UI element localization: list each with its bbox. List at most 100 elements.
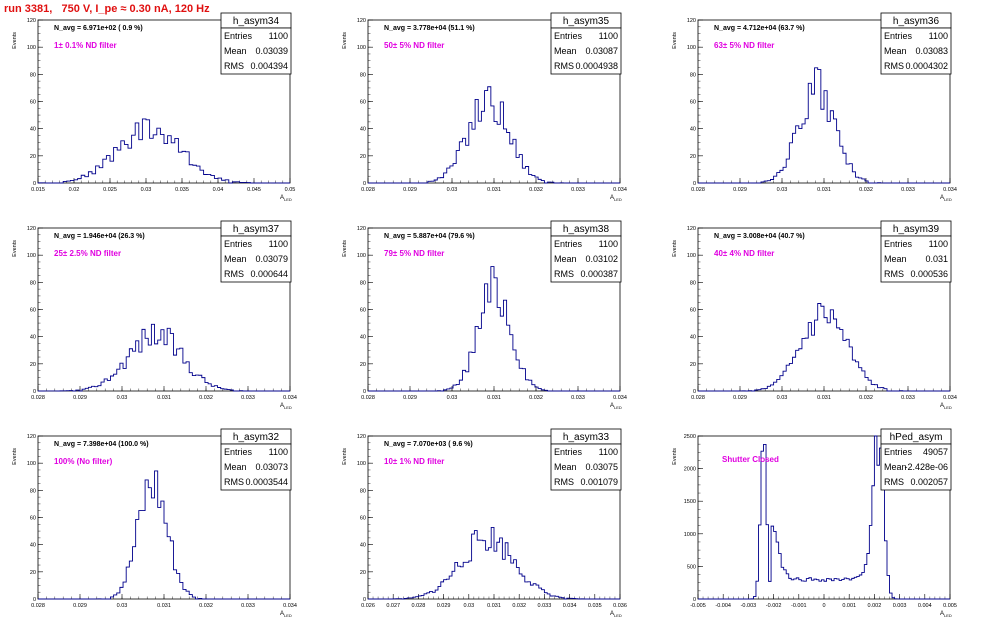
histogram-line — [368, 266, 620, 392]
x-tick-label: 0.034 — [283, 603, 297, 609]
stats-box — [550, 235, 622, 283]
y-tick-label: 20 — [30, 154, 36, 160]
stats-label-mean: Mean — [554, 462, 577, 472]
x-tick-label: 0.033 — [901, 187, 915, 193]
n-avg-label: N_avg = 7.398e+04 (100.0 %) — [54, 441, 149, 448]
stats-value-entries: 1100 — [599, 239, 618, 249]
x-tick-label: 0.028 — [691, 395, 705, 401]
x-tick-label: 0.033 — [571, 395, 585, 401]
stats-value-entries: 1100 — [269, 31, 288, 41]
x-tick-label: 0.031 — [487, 603, 501, 609]
y-tick-label: 40 — [30, 335, 36, 341]
x-tick-label: 0.034 — [563, 603, 577, 609]
x-axis-label: ALED — [940, 403, 952, 410]
stats-label-rms: RMS — [554, 269, 574, 279]
x-tick-label: 0.034 — [943, 187, 957, 193]
stats-value-entries: 1100 — [929, 31, 948, 41]
x-tick-label: 0.03 — [777, 395, 788, 401]
histogram-line — [698, 67, 950, 184]
stats-value-rms: 0.000536 — [910, 269, 948, 279]
y-tick-label: 100 — [27, 45, 36, 51]
x-tick-label: -0.001 — [791, 603, 807, 609]
x-tick-label: 0.034 — [613, 187, 627, 193]
y-tick-label: 80 — [360, 280, 366, 286]
x-tick-label: 0.028 — [361, 395, 375, 401]
x-tick-label: 0.031 — [817, 187, 831, 193]
stats-label-entries: Entries — [554, 239, 583, 249]
stats-box — [220, 235, 292, 283]
stats-label-entries: Entries — [554, 447, 583, 457]
n-avg-label: N_avg = 5.887e+04 (79.6 %) — [384, 233, 475, 240]
y-tick-label: 100 — [27, 461, 36, 467]
y-tick-label: 20 — [360, 154, 366, 160]
n-avg-label: N_avg = 6.971e+02 ( 0.9 %) — [54, 25, 143, 32]
y-tick-label: 60 — [360, 308, 366, 314]
x-tick-label: 0.03 — [447, 395, 458, 401]
y-tick-label: 20 — [690, 154, 696, 160]
stats-label-entries: Entries — [224, 447, 253, 457]
x-tick-label: 0.032 — [529, 395, 543, 401]
stats-value-entries: 1100 — [599, 31, 618, 41]
x-tick-label: 0.031 — [157, 603, 171, 609]
y-tick-label: 0 — [33, 597, 36, 603]
y-tick-label: 0 — [363, 389, 366, 395]
x-axis-label-sub: LED — [614, 613, 622, 618]
stats-box — [220, 443, 292, 491]
x-tick-label: 0.032 — [859, 395, 873, 401]
stats-label-rms: RMS — [224, 61, 244, 71]
panel-hPed_asym: Events 0 500 1000 1500 2000 2500 -0.005 -0.004 -0… — [672, 428, 957, 618]
stats-box — [880, 443, 952, 491]
stats-value-rms: 0.000387 — [580, 269, 618, 279]
x-tick-label: 0.028 — [31, 603, 45, 609]
panel-h_asym37: Events 0 20 40 60 80 100 120 0.028 0.029 0.03 0.031… — [12, 220, 297, 410]
stats-title: h_asym36 — [893, 16, 940, 27]
y-tick-label: 0 — [363, 597, 366, 603]
stats-box — [880, 27, 952, 75]
stats-label-mean: Mean — [224, 46, 247, 56]
x-tick-label: 0.029 — [733, 395, 747, 401]
x-axis-label-sub: LED — [944, 613, 952, 618]
x-tick-label: 0.035 — [175, 187, 189, 193]
n-avg-label: N_avg = 7.070e+03 ( 9.6 %) — [384, 441, 473, 448]
stats-value-rms: 0.001079 — [580, 477, 618, 487]
y-axis-label: Events — [12, 240, 18, 257]
y-tick-label: 120 — [27, 226, 36, 232]
x-tick-label: 0.035 — [588, 603, 602, 609]
filter-label: 25± 2.5% ND filter — [54, 249, 121, 258]
y-tick-label: 40 — [30, 543, 36, 549]
stats-label-mean: Mean — [554, 46, 577, 56]
stats-label-mean: Mean — [884, 46, 907, 56]
stats-title: h_asym32 — [233, 432, 280, 443]
y-tick-label: 1500 — [684, 499, 696, 505]
y-tick-label: 0 — [363, 181, 366, 187]
x-axis-label-sub: LED — [944, 197, 952, 202]
stats-value-mean: 0.03039 — [255, 46, 288, 56]
y-axis-label: Events — [12, 448, 18, 465]
y-tick-label: 60 — [360, 100, 366, 106]
x-tick-label: 0.034 — [943, 395, 957, 401]
stats-label-entries: Entries — [884, 31, 913, 41]
filter-label: 10± 1% ND filter — [384, 457, 444, 466]
histogram-line — [698, 435, 950, 600]
x-axis-label: ALED — [280, 195, 292, 202]
y-axis-label: Events — [342, 32, 348, 49]
stats-box — [550, 27, 622, 75]
stats-value-entries: 1100 — [929, 239, 948, 249]
y-tick-label: 40 — [360, 335, 366, 341]
x-tick-label: 0.034 — [613, 395, 627, 401]
x-axis-label: ALED — [280, 403, 292, 410]
stats-title: hPed_asym — [890, 432, 943, 443]
panel-h_asym33: Events 0 20 40 60 80 100 120 0.026 0.027 0.028 0.02… — [342, 428, 627, 618]
x-axis-label-sub: LED — [284, 405, 292, 410]
histogram-line — [367, 526, 621, 600]
y-tick-label: 60 — [30, 516, 36, 522]
n-avg-label: N_avg = 3.778e+04 (51.1 %) — [384, 25, 475, 32]
y-tick-label: 80 — [360, 488, 366, 494]
x-tick-label: 0.045 — [247, 187, 261, 193]
y-tick-label: 120 — [687, 226, 696, 232]
x-tick-label: 0.028 — [31, 395, 45, 401]
n-avg-label: N_avg = 3.008e+04 (40.7 %) — [714, 233, 805, 240]
stats-value-entries: 1100 — [269, 239, 288, 249]
